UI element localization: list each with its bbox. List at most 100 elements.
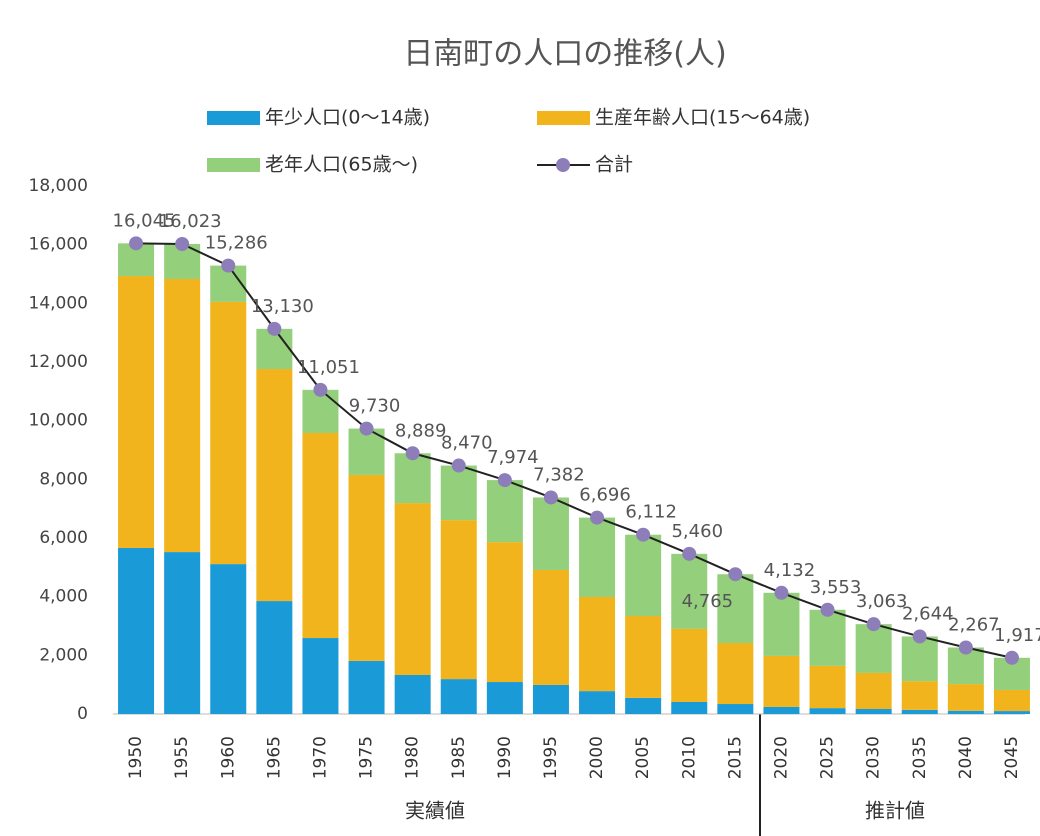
bar-segment [901, 709, 938, 714]
x-tick-label: 1985 [449, 736, 469, 779]
total-marker [405, 446, 420, 461]
value-label: 5,460 [671, 521, 723, 542]
bar-segment [809, 708, 846, 714]
x-tick-label: 1995 [541, 736, 561, 779]
value-label: 4,765 [682, 591, 734, 612]
bar-segment [486, 542, 523, 683]
x-tick-label: 2015 [725, 736, 745, 779]
value-label: 2,267 [948, 615, 1000, 636]
bar-segment [440, 465, 477, 521]
legend-label: 年少人口(0～14歳) [265, 107, 430, 129]
x-tick-label: 1960 [218, 736, 238, 779]
y-tick-label: 6,000 [39, 528, 88, 548]
total-marker [175, 236, 190, 251]
total-marker [313, 382, 328, 397]
bar-segment [947, 684, 984, 711]
chart-title: 日南町の人口の推移(人) [403, 37, 726, 72]
bar-segment [256, 369, 293, 602]
bar-segment [440, 520, 477, 680]
x-tick-label: 2030 [864, 736, 884, 779]
bar-segment [855, 624, 892, 673]
bar-segment [394, 674, 431, 714]
bar-segment [394, 503, 431, 675]
bar-segment [210, 301, 247, 565]
bar-segment [625, 534, 662, 617]
x-tick-label: 2035 [910, 736, 930, 779]
y-tick-label: 12,000 [29, 352, 88, 372]
value-label: 16,023 [159, 211, 222, 232]
y-tick-label: 14,000 [29, 293, 88, 313]
bar-segment [579, 596, 616, 692]
bar-segment [394, 453, 431, 504]
x-tick-label: 1970 [310, 736, 330, 779]
x-tick-label: 2040 [956, 736, 976, 779]
value-label: 15,286 [205, 233, 268, 254]
bar-segment [256, 601, 293, 714]
total-marker [129, 236, 144, 251]
bar-segment [118, 276, 155, 548]
y-tick-label: 8,000 [39, 469, 88, 489]
bar-segment [440, 679, 477, 714]
x-tick-label: 1980 [403, 736, 423, 779]
bar-segment [579, 691, 616, 714]
x-tick-label: 1975 [357, 736, 377, 779]
annotation: 実績値 [405, 799, 465, 823]
bar-segment [164, 278, 201, 553]
bar-segment [809, 609, 846, 666]
bar-segment [579, 517, 616, 597]
value-label: 6,696 [579, 485, 631, 506]
bar-segment [671, 628, 708, 702]
y-tick-label: 10,000 [29, 411, 88, 431]
value-label: 6,112 [625, 502, 677, 523]
bar-segment [717, 574, 754, 644]
total-marker [682, 546, 697, 561]
annotation: 推計値 [865, 799, 925, 823]
x-tick-label: 2020 [771, 736, 791, 779]
x-tick-label: 2045 [1002, 736, 1022, 779]
x-tick-label: 1965 [264, 736, 284, 779]
x-tick-label: 2005 [633, 736, 653, 779]
bar-segment [763, 655, 800, 707]
total-marker [820, 602, 835, 617]
value-label: 11,051 [297, 357, 360, 378]
legend-marker [556, 158, 570, 172]
bar-segment [625, 616, 662, 698]
value-label: 8,889 [395, 420, 447, 441]
bar-segment [164, 552, 201, 714]
bar-segment [348, 428, 385, 475]
total-marker [221, 258, 236, 273]
total-marker [1004, 650, 1019, 665]
bar-segment [947, 710, 984, 714]
bar-segment [855, 672, 892, 710]
total-line [136, 242, 1013, 659]
value-label: 9,730 [349, 396, 401, 417]
value-label: 4,132 [764, 560, 816, 581]
value-label: 8,470 [441, 433, 493, 454]
total-marker [497, 473, 512, 488]
value-label: 3,553 [810, 577, 862, 598]
bar-segment [118, 547, 155, 714]
value-label: 2,644 [902, 603, 954, 624]
bar-segment [486, 682, 523, 714]
y-tick-label: 18,000 [29, 176, 88, 196]
bar-segment [348, 660, 385, 714]
legend-label: 老年人口(65歳～) [265, 154, 418, 176]
bar-segment [532, 569, 569, 685]
x-tick-label: 1990 [495, 736, 515, 779]
x-tick-label: 2000 [587, 736, 607, 779]
total-marker [590, 510, 605, 525]
legend-label: 合計 [595, 154, 633, 176]
total-marker [267, 321, 282, 336]
value-label: 16,045 [113, 210, 176, 231]
value-label: 3,063 [856, 591, 908, 612]
bar-segment [993, 689, 1030, 712]
total-marker [451, 458, 466, 473]
total-marker [866, 617, 881, 632]
x-tick-label: 2025 [818, 736, 838, 779]
bar-segment [210, 564, 247, 714]
total-marker [543, 490, 558, 505]
bar-segment [348, 474, 385, 661]
bar-segment [763, 706, 800, 714]
y-tick-label: 2,000 [39, 645, 88, 665]
bar-segment [486, 480, 523, 543]
